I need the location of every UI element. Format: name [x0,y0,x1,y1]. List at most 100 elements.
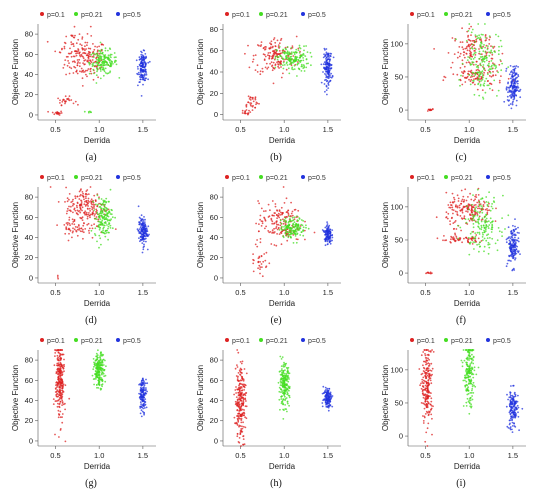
y-tick-label: 0 [214,436,218,445]
data-point [515,239,518,241]
x-tick-label: 0.5 [50,125,60,134]
data-point [291,45,294,47]
data-point [57,97,59,100]
data-point [236,435,239,438]
legend-marker [444,175,448,179]
data-point [106,212,109,215]
data-point [270,43,272,46]
data-point [288,231,291,234]
data-point [84,63,86,66]
data-point [54,433,56,436]
data-point [139,405,142,408]
data-point [288,233,291,236]
data-point [141,78,144,81]
data-point [327,70,330,73]
data-point [81,85,84,87]
data-point [81,230,84,233]
data-point [59,370,62,372]
data-point [422,364,424,367]
data-point [487,64,490,67]
data-point [87,205,89,207]
data-point [277,63,280,66]
data-point [460,189,463,192]
x-tick-label: 0.5 [50,288,60,297]
data-point [73,219,76,222]
data-point [286,391,289,394]
data-point [478,38,481,40]
data-point [473,50,476,52]
data-point [461,209,464,212]
data-point [142,377,144,380]
panel-label: (a) [85,152,96,163]
data-point [276,217,278,220]
data-point [506,99,509,101]
data-point [141,228,144,230]
data-point [254,96,257,99]
data-point [78,65,81,68]
data-point [89,186,92,188]
y-tick-label: 0 [214,273,218,282]
data-point [473,206,475,209]
data-point [70,99,73,101]
data-point [256,71,259,73]
data-point [519,253,521,255]
data-point [259,266,262,268]
data-point [239,399,242,402]
data-point [482,45,484,48]
data-point [507,77,510,80]
data-point [511,86,514,89]
data-point [102,364,105,366]
data-point [281,401,284,403]
legend-entry: p=0.1 [417,175,435,182]
data-point [474,204,477,206]
data-point [510,107,513,110]
y-tick-label: 100 [390,39,403,48]
x-tick-label: 0.5 [235,451,245,460]
data-point [61,416,63,418]
data-point [486,234,488,237]
data-point [140,220,142,222]
y-tick-label: 40 [25,70,33,79]
data-point [59,361,62,364]
data-point [72,221,75,223]
data-point [143,216,145,218]
data-point [139,412,142,415]
data-point [493,196,495,199]
data-point [286,372,289,374]
data-point [292,242,295,244]
data-point [104,60,107,63]
data-point [425,349,428,351]
data-point [496,249,499,252]
data-point [143,387,145,390]
data-point [428,411,431,414]
data-point [140,53,143,56]
data-point [90,202,92,204]
data-point [264,219,267,222]
data-point [491,226,494,229]
data-point [509,255,512,257]
legend-marker [116,338,120,342]
data-point [512,241,515,244]
data-point [477,23,480,25]
data-point [101,209,104,212]
data-point [92,212,95,214]
data-point [499,59,502,61]
data-point [85,199,88,202]
data-point [99,376,101,378]
data-point [326,55,329,58]
data-point [477,207,479,210]
data-point [99,55,102,58]
data-point [512,65,515,68]
data-point [451,37,454,39]
data-point [472,381,475,384]
legend: p=0.1 p=0.21 p=0.5 [40,338,141,345]
data-point [258,256,261,259]
data-point [104,49,107,52]
data-point [293,230,295,232]
data-point [329,74,331,77]
data-point [100,354,103,357]
y-axis-label: Objective Function [11,39,20,105]
data-point [141,242,144,244]
data-point [454,240,457,243]
data-point [64,440,67,443]
